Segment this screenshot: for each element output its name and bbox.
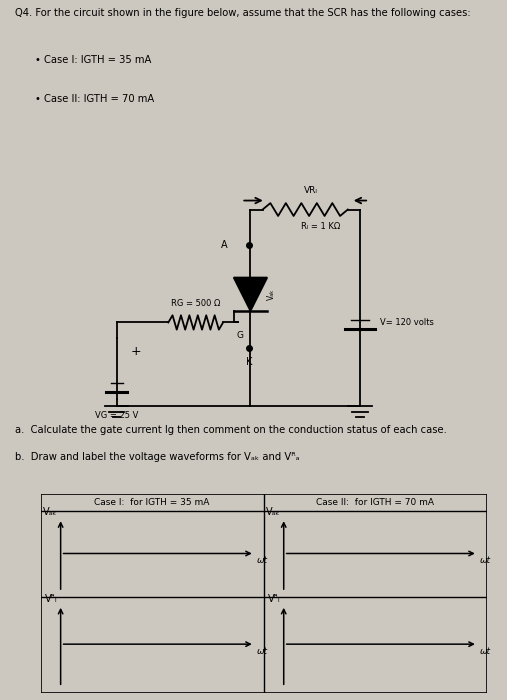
Text: A: A	[221, 241, 228, 251]
Text: • Case I: IGTH = 35 mA: • Case I: IGTH = 35 mA	[35, 55, 152, 65]
Text: K: K	[246, 357, 252, 367]
Text: b.  Draw and label the voltage waveforms for Vₐₖ and Vᴿₐ: b. Draw and label the voltage waveforms …	[15, 452, 300, 462]
Text: Vᴿₗ: Vᴿₗ	[268, 594, 280, 604]
Text: V= 120 volts: V= 120 volts	[380, 318, 433, 327]
Text: Case II:  for IGTH = 70 mA: Case II: for IGTH = 70 mA	[316, 498, 434, 507]
Text: Q4. For the circuit shown in the figure below, assume that the SCR has the follo: Q4. For the circuit shown in the figure …	[15, 8, 471, 18]
Text: • Case II: IGTH = 70 mA: • Case II: IGTH = 70 mA	[35, 94, 155, 104]
Text: Vₐₖ: Vₐₖ	[43, 508, 57, 517]
Text: Vᴿₗ: Vᴿₗ	[45, 594, 57, 604]
Polygon shape	[234, 277, 267, 311]
Text: ωt: ωt	[480, 648, 491, 656]
Text: ωt: ωt	[257, 648, 268, 656]
Text: +: +	[130, 346, 141, 358]
Text: Case I:  for IGTH = 35 mA: Case I: for IGTH = 35 mA	[94, 498, 210, 507]
Text: a.  Calculate the gate current Ig then comment on the conduction status of each : a. Calculate the gate current Ig then co…	[15, 424, 447, 435]
Text: VG = 25 V: VG = 25 V	[95, 411, 138, 420]
Text: RG = 500 Ω: RG = 500 Ω	[171, 300, 221, 308]
Text: ωt: ωt	[480, 556, 491, 566]
Text: Vₐₖ: Vₐₖ	[267, 288, 276, 300]
Text: Vₐₖ: Vₐₖ	[266, 508, 280, 517]
Text: G: G	[236, 332, 243, 340]
Text: ωt: ωt	[257, 556, 268, 566]
Text: Rₗ = 1 KΩ: Rₗ = 1 KΩ	[301, 223, 340, 232]
Text: VRₗ: VRₗ	[304, 186, 318, 195]
